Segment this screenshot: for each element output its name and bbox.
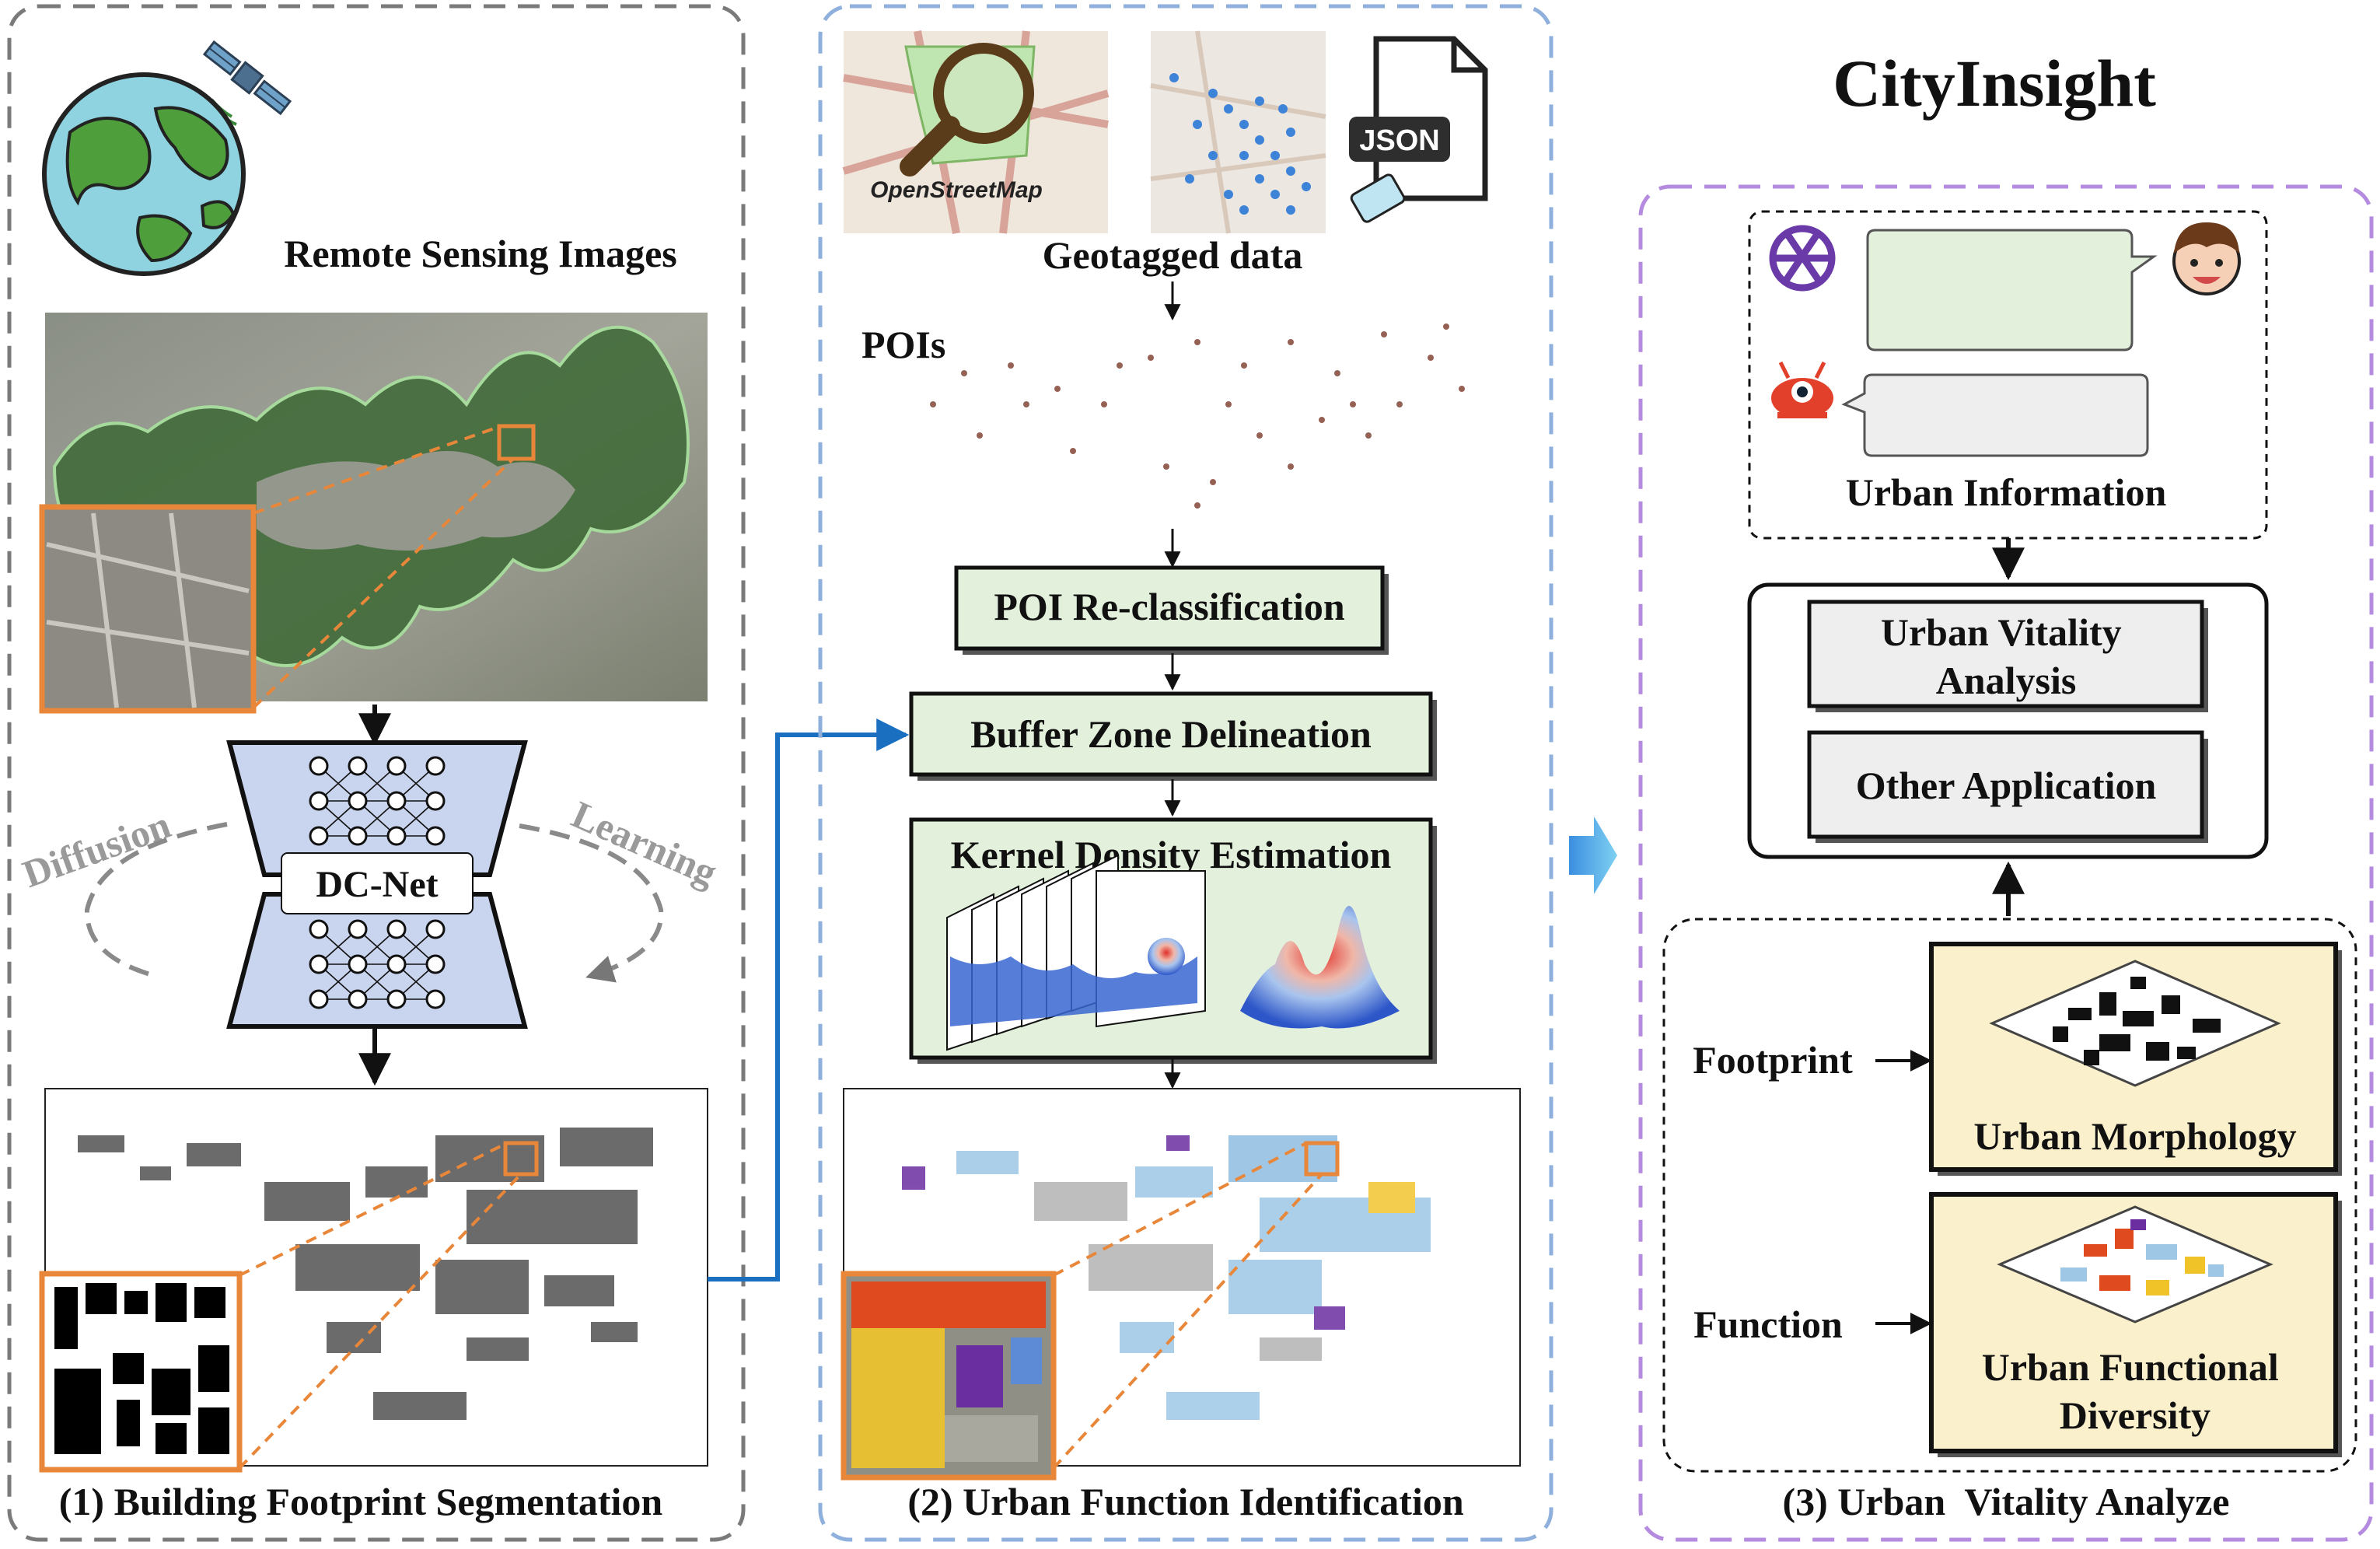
function-label: Function (1693, 1302, 1843, 1346)
osm-label: OpenStreetMap (870, 177, 1043, 203)
urban-vitality-analysis-box: Urban Vitality Analysis (1807, 600, 2208, 712)
panel2-caption: (2) Urban Function Identification (907, 1480, 1464, 1523)
osm-thumbnail: OpenStreetMap (842, 30, 1110, 234)
poi-scatter (930, 323, 1465, 509)
kde-label: Kernel Density Estimation (951, 833, 1392, 876)
footprint-label: Footprint (1693, 1038, 1853, 1082)
arrow-to-buffer-zone (708, 719, 910, 1282)
kde-surface-stack (946, 854, 1206, 1051)
page-title: CityInsight (1833, 46, 2156, 121)
urban-information-box: Urban Information (1748, 210, 2268, 540)
json-label: JSON (1359, 124, 1439, 157)
panel3-caption: (3) Urban Vitality Analyze (1783, 1480, 2230, 1523)
panel-urban-vitality (1638, 184, 2374, 1542)
other-application-box: Other Application (1807, 730, 2208, 843)
poi-map-thumbnail (1150, 30, 1326, 234)
poi-reclassification-label: POI Re-classification (994, 585, 1345, 628)
urban-vitality-analysis-line-2: Analysis (1936, 659, 2077, 702)
function-map (841, 1088, 1521, 1481)
satellite-icon (202, 40, 292, 116)
urban-functional-diversity-line-1: Urban Functional (1982, 1345, 2279, 1389)
openai-icon (1769, 225, 1836, 292)
arrow-to-cityinsight (1569, 816, 1617, 894)
panel-urban-function (818, 4, 1553, 1542)
urban-functional-diversity-line-2: Diversity (2060, 1393, 2210, 1437)
urban-morphology-box: Urban Morphology (1929, 942, 2342, 1176)
diffusion-label: Diffusion (17, 802, 176, 896)
kde-3d-peaks (1240, 906, 1400, 1029)
urban-functional-diversity-label: Urban Functional Diversity (1982, 1345, 2289, 1437)
user-chat-bubble (1866, 229, 2158, 351)
dcnet-label: DC-Net (316, 864, 438, 905)
dcnet-model: DC-Net (226, 740, 528, 1029)
panel1-caption: (1) Building Footprint Segmentation (59, 1480, 663, 1523)
footprint-map (39, 1088, 708, 1473)
applications-box: Urban Vitality Analysis Other Applicatio… (1747, 582, 2269, 859)
other-application-label: Other Application (1856, 764, 2157, 807)
robot-icon (1771, 361, 1833, 418)
urban-morphology-label: Urban Morphology (1973, 1114, 2296, 1158)
buffer-zone-label: Buffer Zone Delineation (970, 712, 1372, 756)
urban-functional-diversity-box: Urban Functional Diversity (1929, 1192, 2342, 1457)
diffusion-cycle-arrow (84, 822, 228, 978)
buffer-zone-box: Buffer Zone Delineation (909, 691, 1437, 781)
remote-sensing-image (39, 313, 708, 714)
urban-vitality-analysis-line-1: Urban Vitality (1881, 610, 2122, 654)
assistant-chat-bubble (1841, 373, 2149, 457)
poi-reclassification-box: POI Re-classification (954, 565, 1389, 655)
pois-label: POIs (861, 323, 945, 366)
globe-icon (42, 72, 246, 276)
panel-building-footprint (7, 4, 746, 1542)
urban-information-label: Urban Information (1846, 470, 2167, 514)
kde-box: Kernel Density Estimation (909, 817, 1437, 1064)
features-box: Footprint Function Urban Morphology (1662, 918, 2357, 1473)
magnifier-icon (900, 43, 1034, 177)
learning-cycle-arrow (519, 823, 664, 983)
geotagged-label: Geotagged data (1043, 233, 1303, 277)
json-file-icon: JSON (1349, 36, 1488, 223)
remote-sensing-label: Remote Sensing Images (284, 232, 677, 275)
user-face-icon (2172, 222, 2241, 295)
urban-vitality-analysis-label: Urban Vitality Analysis (1881, 610, 2131, 702)
